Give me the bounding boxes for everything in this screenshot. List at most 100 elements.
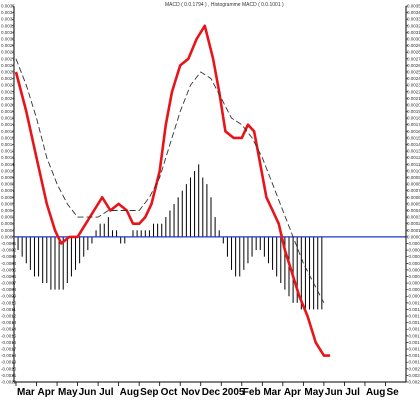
right-axis: -0.0022-0.0021-0.0020-0.0019-0.0018-0.00… xyxy=(405,4,420,385)
y-tick-label-right: 0.0032 xyxy=(407,23,420,28)
x-tick-label: May xyxy=(304,387,324,398)
x-tick-label: Aug xyxy=(366,387,385,398)
y-tick-label-right: -0.0005 xyxy=(407,267,420,272)
x-tick-label: Mar xyxy=(17,387,35,398)
y-tick-label-left: 0.0010 xyxy=(1,168,15,173)
x-tick-label: Aug xyxy=(120,387,139,398)
y-tick-label-right: 0.0010 xyxy=(407,168,420,173)
y-tick-label-right: 0.0035 xyxy=(407,4,420,9)
y-tick-label-right: -0.0009 xyxy=(407,294,420,299)
y-tick-label-left: 0.0008 xyxy=(1,182,15,187)
signal-line xyxy=(15,58,325,304)
y-tick-label-right: 0.0024 xyxy=(407,76,420,81)
y-tick-label-left: 0.0024 xyxy=(1,76,15,81)
y-tick-label-right: 0.0015 xyxy=(407,135,420,140)
y-tick-label-left: 0.0035 xyxy=(1,4,15,9)
y-tick-label-right: 0.0029 xyxy=(407,43,420,48)
y-tick-label-left: 0.0006 xyxy=(1,195,15,200)
y-tick-label-left: -0.0019 xyxy=(1,360,17,365)
y-tick-label-left: -0.0018 xyxy=(1,353,17,358)
y-tick-label-left: 0.0009 xyxy=(1,175,15,180)
y-tick-label-right: -0.0008 xyxy=(407,287,420,292)
y-tick-label-right: 0.0007 xyxy=(407,188,420,193)
y-tick-label-right: -0.0013 xyxy=(407,320,420,325)
y-tick-label-right: 0.0008 xyxy=(407,182,420,187)
y-tick-label-left: -0.0015 xyxy=(1,333,17,338)
y-tick-label-left: 0.0001 xyxy=(1,228,15,233)
y-tick-label-right: 0.0014 xyxy=(407,142,420,147)
y-tick-label-right: -0.0004 xyxy=(407,261,420,266)
y-tick-label-right: -0.0021 xyxy=(407,373,420,378)
x-tick-label: Se xyxy=(386,387,399,398)
y-tick-label-right: 0.0028 xyxy=(407,50,420,55)
y-tick-label-left: -0.0001 xyxy=(1,241,17,246)
y-tick-label-left: -0.0010 xyxy=(1,300,17,305)
y-tick-label-left: 0.0019 xyxy=(1,109,15,114)
y-tick-label-right: 0.0011 xyxy=(407,162,420,167)
y-tick-label-left: -0.0008 xyxy=(1,287,17,292)
x-tick-label: 2005 xyxy=(222,387,245,398)
x-tick-label: May xyxy=(58,387,78,398)
y-tick-label-left: 0.0032 xyxy=(1,23,15,28)
x-tick-label: Mar xyxy=(263,387,281,398)
x-tick-label: Dec xyxy=(202,387,221,398)
y-tick-label-left: -0.0013 xyxy=(1,320,17,325)
macd-line xyxy=(14,24,331,357)
y-tick-label-left: 0.0023 xyxy=(1,83,15,88)
y-tick-label-left: -0.0004 xyxy=(1,261,17,266)
y-tick-label-left: 0.0000 xyxy=(1,234,15,239)
y-tick-label-right: -0.0010 xyxy=(407,300,420,305)
x-tick-label: Sep xyxy=(140,387,158,398)
y-tick-label-right: 0.0012 xyxy=(407,155,420,160)
y-tick-label-right: -0.0003 xyxy=(407,254,420,259)
y-tick-label-left: 0.0013 xyxy=(1,149,15,154)
y-tick-label-right: 0.0006 xyxy=(407,195,420,200)
y-tick-label-right: 0.0033 xyxy=(407,17,420,22)
y-tick-label-left: 0.0033 xyxy=(1,17,15,22)
y-tick-label-right: 0.0013 xyxy=(407,149,420,154)
y-tick-label-left: -0.0017 xyxy=(1,347,17,352)
y-tick-label-left: -0.0020 xyxy=(1,366,17,371)
y-tick-label-left: 0.0017 xyxy=(1,122,15,127)
y-tick-label-right: 0.0018 xyxy=(407,116,420,121)
y-tick-label-right: -0.0020 xyxy=(407,366,420,371)
y-tick-label-right: -0.0022 xyxy=(407,380,420,385)
y-tick-label-right: -0.0011 xyxy=(407,307,420,312)
y-tick-label-right: 0.0009 xyxy=(407,175,420,180)
y-tick-label-left: 0.0004 xyxy=(1,208,15,213)
y-tick-label-right: 0.0023 xyxy=(407,83,420,88)
y-tick-label-right: 0.0001 xyxy=(407,228,420,233)
y-tick-label-left: 0.0020 xyxy=(1,102,15,107)
y-tick-label-left: 0.0015 xyxy=(1,135,15,140)
y-tick-label-left: 0.0007 xyxy=(1,188,15,193)
y-tick-label-left: -0.0006 xyxy=(1,274,17,279)
x-tick-label: Jun xyxy=(325,387,343,398)
lines-layer xyxy=(14,24,331,357)
y-tick-label-left: 0.0030 xyxy=(1,36,15,41)
y-tick-label-right: 0.0027 xyxy=(407,56,420,61)
y-tick-label-right: 0.0021 xyxy=(407,96,420,101)
y-tick-label-right: 0.0019 xyxy=(407,109,420,114)
y-tick-label-left: -0.0003 xyxy=(1,254,17,259)
chart-title: MACD ( 0.0.1794 ) , Histogramme MACD ( 0… xyxy=(165,2,284,8)
x-tick-label: Jul xyxy=(345,387,360,398)
y-tick-label-left: 0.0026 xyxy=(1,63,15,68)
y-tick-label-right: 0.0034 xyxy=(407,10,420,15)
x-tick-label: Jun xyxy=(79,387,97,398)
y-tick-label-left: 0.0034 xyxy=(1,10,15,15)
y-tick-label-left: 0.0031 xyxy=(1,30,15,35)
y-tick-label-left: 0.0005 xyxy=(1,201,15,206)
x-tick-label: Apr xyxy=(284,387,301,398)
y-tick-label-left: 0.0028 xyxy=(1,50,15,55)
histogram-layer xyxy=(17,164,323,310)
y-tick-label-left: 0.0011 xyxy=(1,162,15,167)
y-tick-label-right: 0.0017 xyxy=(407,122,420,127)
y-tick-label-left: -0.0002 xyxy=(1,248,17,253)
y-tick-label-right: -0.0016 xyxy=(407,340,420,345)
x-tick-label: Apr xyxy=(38,387,55,398)
y-tick-label-left: 0.0014 xyxy=(1,142,15,147)
y-tick-label-left: 0.0025 xyxy=(1,69,15,74)
y-tick-label-left: -0.0021 xyxy=(1,373,17,378)
x-tick-label: Oct xyxy=(161,387,178,398)
